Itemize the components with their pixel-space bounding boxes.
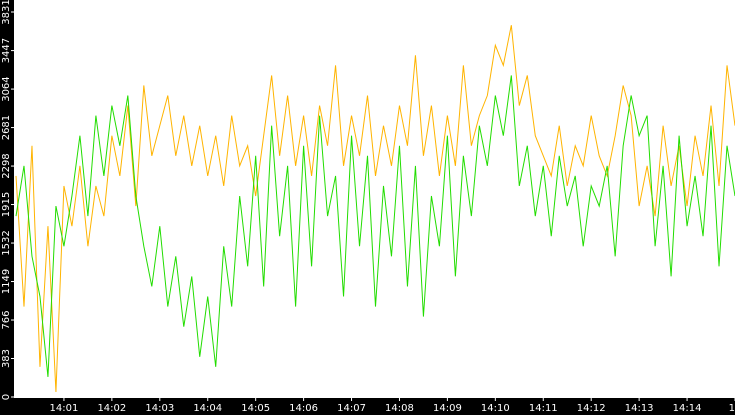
- x-tick-label: 14:14: [673, 403, 702, 414]
- x-tick-label: 14:09: [433, 403, 462, 414]
- y-tick-label: 1532: [1, 230, 12, 255]
- x-tick-label: 14:12: [577, 403, 606, 414]
- y-tick-label: 3831: [1, 0, 12, 25]
- y-tick-label: 2681: [1, 115, 12, 140]
- x-tick-label: 14:10: [481, 403, 510, 414]
- y-tick-label: 1915: [1, 192, 12, 217]
- x-tick-label: 14:05: [241, 403, 270, 414]
- x-tick-label: 14:02: [97, 403, 126, 414]
- y-tick-label: 3447: [1, 38, 12, 63]
- plot-area: [14, 0, 735, 398]
- x-tick-label: 14:06: [289, 403, 318, 414]
- y-tick-label: 2298: [1, 153, 12, 178]
- y-tick-label: 3064: [1, 76, 12, 101]
- series-line: [15, 25, 735, 393]
- x-tick-label: 14:04: [193, 403, 222, 414]
- x-tick-label: 14:01: [50, 403, 79, 414]
- y-tick-label: 0: [1, 394, 12, 400]
- x-tick-label: 14:07: [337, 403, 366, 414]
- x-tick-label: 14:03: [145, 403, 174, 414]
- y-tick-label: 1149: [1, 269, 12, 294]
- y-tick-label: 766: [1, 310, 12, 329]
- x-tick-label: 14:08: [385, 403, 414, 414]
- series-line: [15, 75, 735, 377]
- x-tick-label: 14: [729, 403, 735, 414]
- x-tick-label: 14:11: [529, 403, 558, 414]
- x-tick-label: 14:13: [625, 403, 654, 414]
- y-tick-label: 383: [1, 349, 12, 368]
